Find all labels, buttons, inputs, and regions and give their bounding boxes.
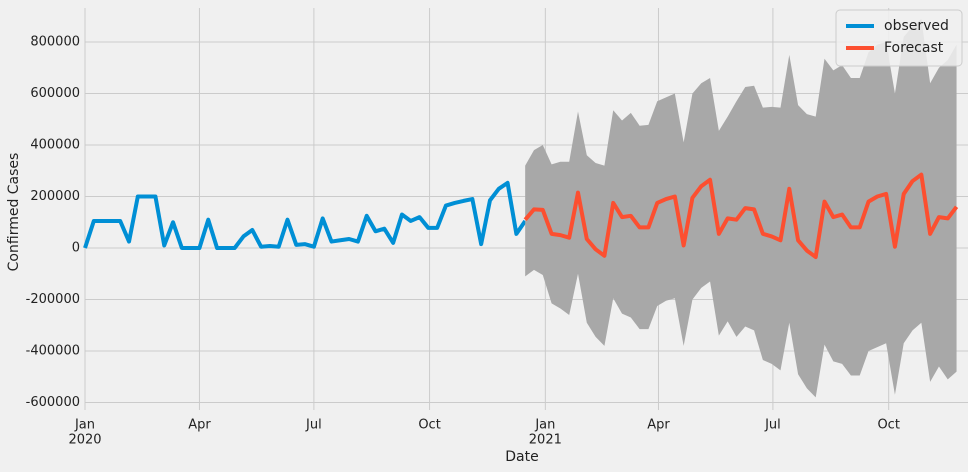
series-line bbox=[523, 172, 959, 260]
legend-label: Forecast bbox=[884, 40, 944, 56]
x-tick-label: Oct bbox=[418, 418, 440, 433]
x-tick-label: Jul bbox=[305, 418, 322, 433]
forecast-interval bbox=[525, 18, 957, 398]
x-axis-label: Date bbox=[505, 449, 538, 465]
x-tick-year: 2021 bbox=[529, 433, 562, 448]
y-tick-label: 0 bbox=[72, 241, 80, 256]
y-axis-label: Confirmed Cases bbox=[6, 153, 22, 272]
x-tick-label: Jul bbox=[764, 418, 781, 433]
y-tick-label: 200000 bbox=[30, 189, 80, 204]
y-tick-label: 400000 bbox=[30, 138, 80, 153]
y-tick-label: -400000 bbox=[26, 344, 80, 359]
series-line bbox=[83, 180, 527, 251]
legend: observed Forecast bbox=[835, 9, 963, 67]
y-tick-label: -200000 bbox=[26, 292, 80, 307]
plot bbox=[83, 18, 959, 398]
x-tick-label: Oct bbox=[877, 418, 899, 433]
y-tick-label: 800000 bbox=[30, 34, 80, 49]
x-tick-label: Jan bbox=[74, 418, 95, 433]
x-tick-label: Apr bbox=[188, 418, 211, 433]
x-tick-label: Jan bbox=[534, 418, 555, 433]
y-tick-label: -600000 bbox=[26, 395, 80, 410]
x-tick-label: Apr bbox=[647, 418, 670, 433]
x-tick-year: 2020 bbox=[68, 433, 101, 448]
legend-label: observed bbox=[884, 18, 949, 34]
y-tick-label: 600000 bbox=[30, 86, 80, 101]
